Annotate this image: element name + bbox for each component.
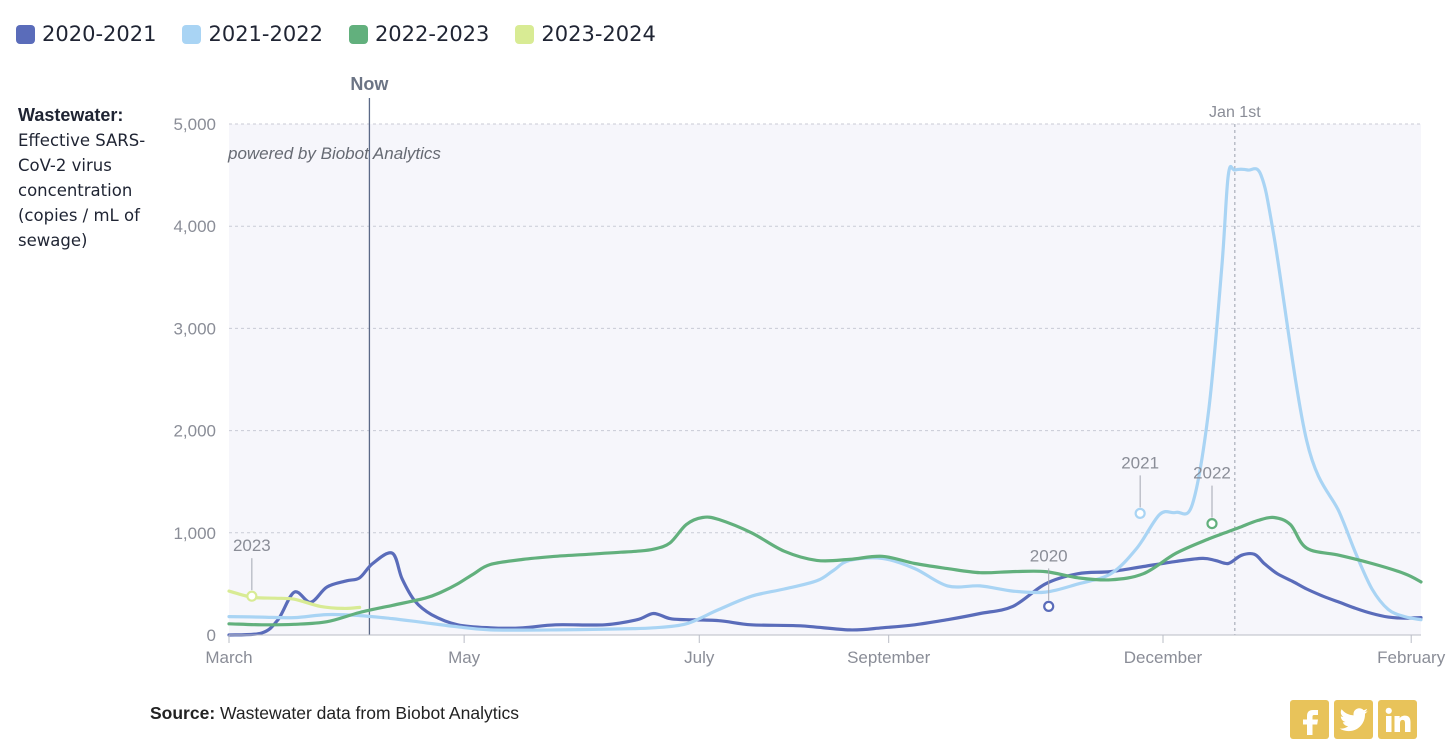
y-axis-label-text: Effective SARS-CoV-2 virus concentration… bbox=[18, 131, 146, 250]
series-line-2022-2023 bbox=[227, 515, 1423, 627]
annotation-point bbox=[1134, 507, 1146, 519]
legend-item-2020-2021[interactable]: 2020-2021 bbox=[16, 22, 156, 46]
x-tick-label: March bbox=[205, 648, 252, 667]
legend-label: 2020-2021 bbox=[42, 22, 157, 46]
jan-1st-label: Jan 1st bbox=[1209, 104, 1261, 121]
series-line-2023-2024 bbox=[227, 589, 362, 611]
now-label: Now bbox=[350, 74, 389, 94]
y-axis-label-bold: Wastewater: bbox=[18, 105, 124, 125]
annotation-point bbox=[1043, 600, 1055, 612]
twitter-icon bbox=[1339, 707, 1368, 731]
vertical-markers: Now Jan 1st bbox=[350, 74, 1261, 635]
annotation-label: 2020 bbox=[1030, 546, 1068, 565]
legend-swatch-icon bbox=[16, 24, 35, 44]
annotation-label: 2023 bbox=[233, 536, 271, 555]
legend-label: 2021-2022 bbox=[208, 22, 323, 46]
annotation-label: 2022 bbox=[1193, 464, 1231, 483]
y-tick-label: 1,000 bbox=[173, 524, 216, 543]
y-axis-label: Wastewater: Effective SARS-CoV-2 virus c… bbox=[18, 103, 153, 253]
legend-swatch-icon bbox=[182, 24, 202, 44]
source-label: Source: bbox=[150, 703, 216, 723]
annotations: 2020 2021 2022 2023 bbox=[233, 453, 1231, 612]
series-line-2021-2022 bbox=[227, 164, 1423, 632]
facebook-icon bbox=[1302, 709, 1318, 735]
linkedin-share-button[interactable] bbox=[1378, 700, 1417, 739]
legend-item-2022-2023[interactable]: 2022-2023 bbox=[348, 22, 490, 46]
y-tick-label: 4,000 bbox=[173, 217, 216, 236]
legend-label: 2022-2023 bbox=[374, 22, 490, 46]
source-text: Wastewater data from Biobot Analytics bbox=[220, 703, 519, 723]
gridlines bbox=[229, 123, 1421, 534]
y-tick-label: 2,000 bbox=[173, 422, 216, 441]
legend-swatch-icon bbox=[515, 24, 535, 44]
y-tick-label: 5,000 bbox=[173, 115, 216, 134]
legend-item-2021-2022[interactable]: 2021-2022 bbox=[182, 22, 323, 46]
x-tick-label: May bbox=[448, 648, 481, 667]
linkedin-icon bbox=[1385, 707, 1410, 732]
y-tick-label: 3,000 bbox=[173, 319, 216, 338]
plot-area bbox=[229, 124, 1421, 635]
series-lines bbox=[227, 164, 1423, 637]
source-note: Source: Wastewater data from Biobot Anal… bbox=[150, 703, 519, 724]
facebook-share-button[interactable] bbox=[1290, 700, 1329, 739]
annotation-point bbox=[1206, 518, 1218, 530]
y-tick-label: 0 bbox=[207, 626, 216, 645]
x-tick-label: July bbox=[684, 648, 715, 667]
legend: 2020-2021 2021-2022 2022-2023 2023-2024 bbox=[16, 22, 656, 46]
x-tick-label: September bbox=[847, 648, 930, 667]
legend-swatch-icon bbox=[348, 24, 368, 44]
x-tick-label: December bbox=[1124, 648, 1203, 667]
annotation-point bbox=[246, 590, 258, 602]
axes: 0 1,000 2,000 3,000 4,000 5,000 March May July Se… bbox=[173, 115, 1445, 667]
watermark: powered by Biobot Analytics bbox=[227, 144, 441, 163]
legend-label: 2023-2024 bbox=[541, 22, 656, 46]
legend-item-2023-2024[interactable]: 2023-2024 bbox=[515, 22, 656, 46]
twitter-share-button[interactable] bbox=[1334, 700, 1373, 739]
x-tick-label: February bbox=[1377, 648, 1446, 667]
annotation-label: 2021 bbox=[1121, 453, 1159, 472]
series-line-2020-2021 bbox=[227, 551, 1423, 637]
